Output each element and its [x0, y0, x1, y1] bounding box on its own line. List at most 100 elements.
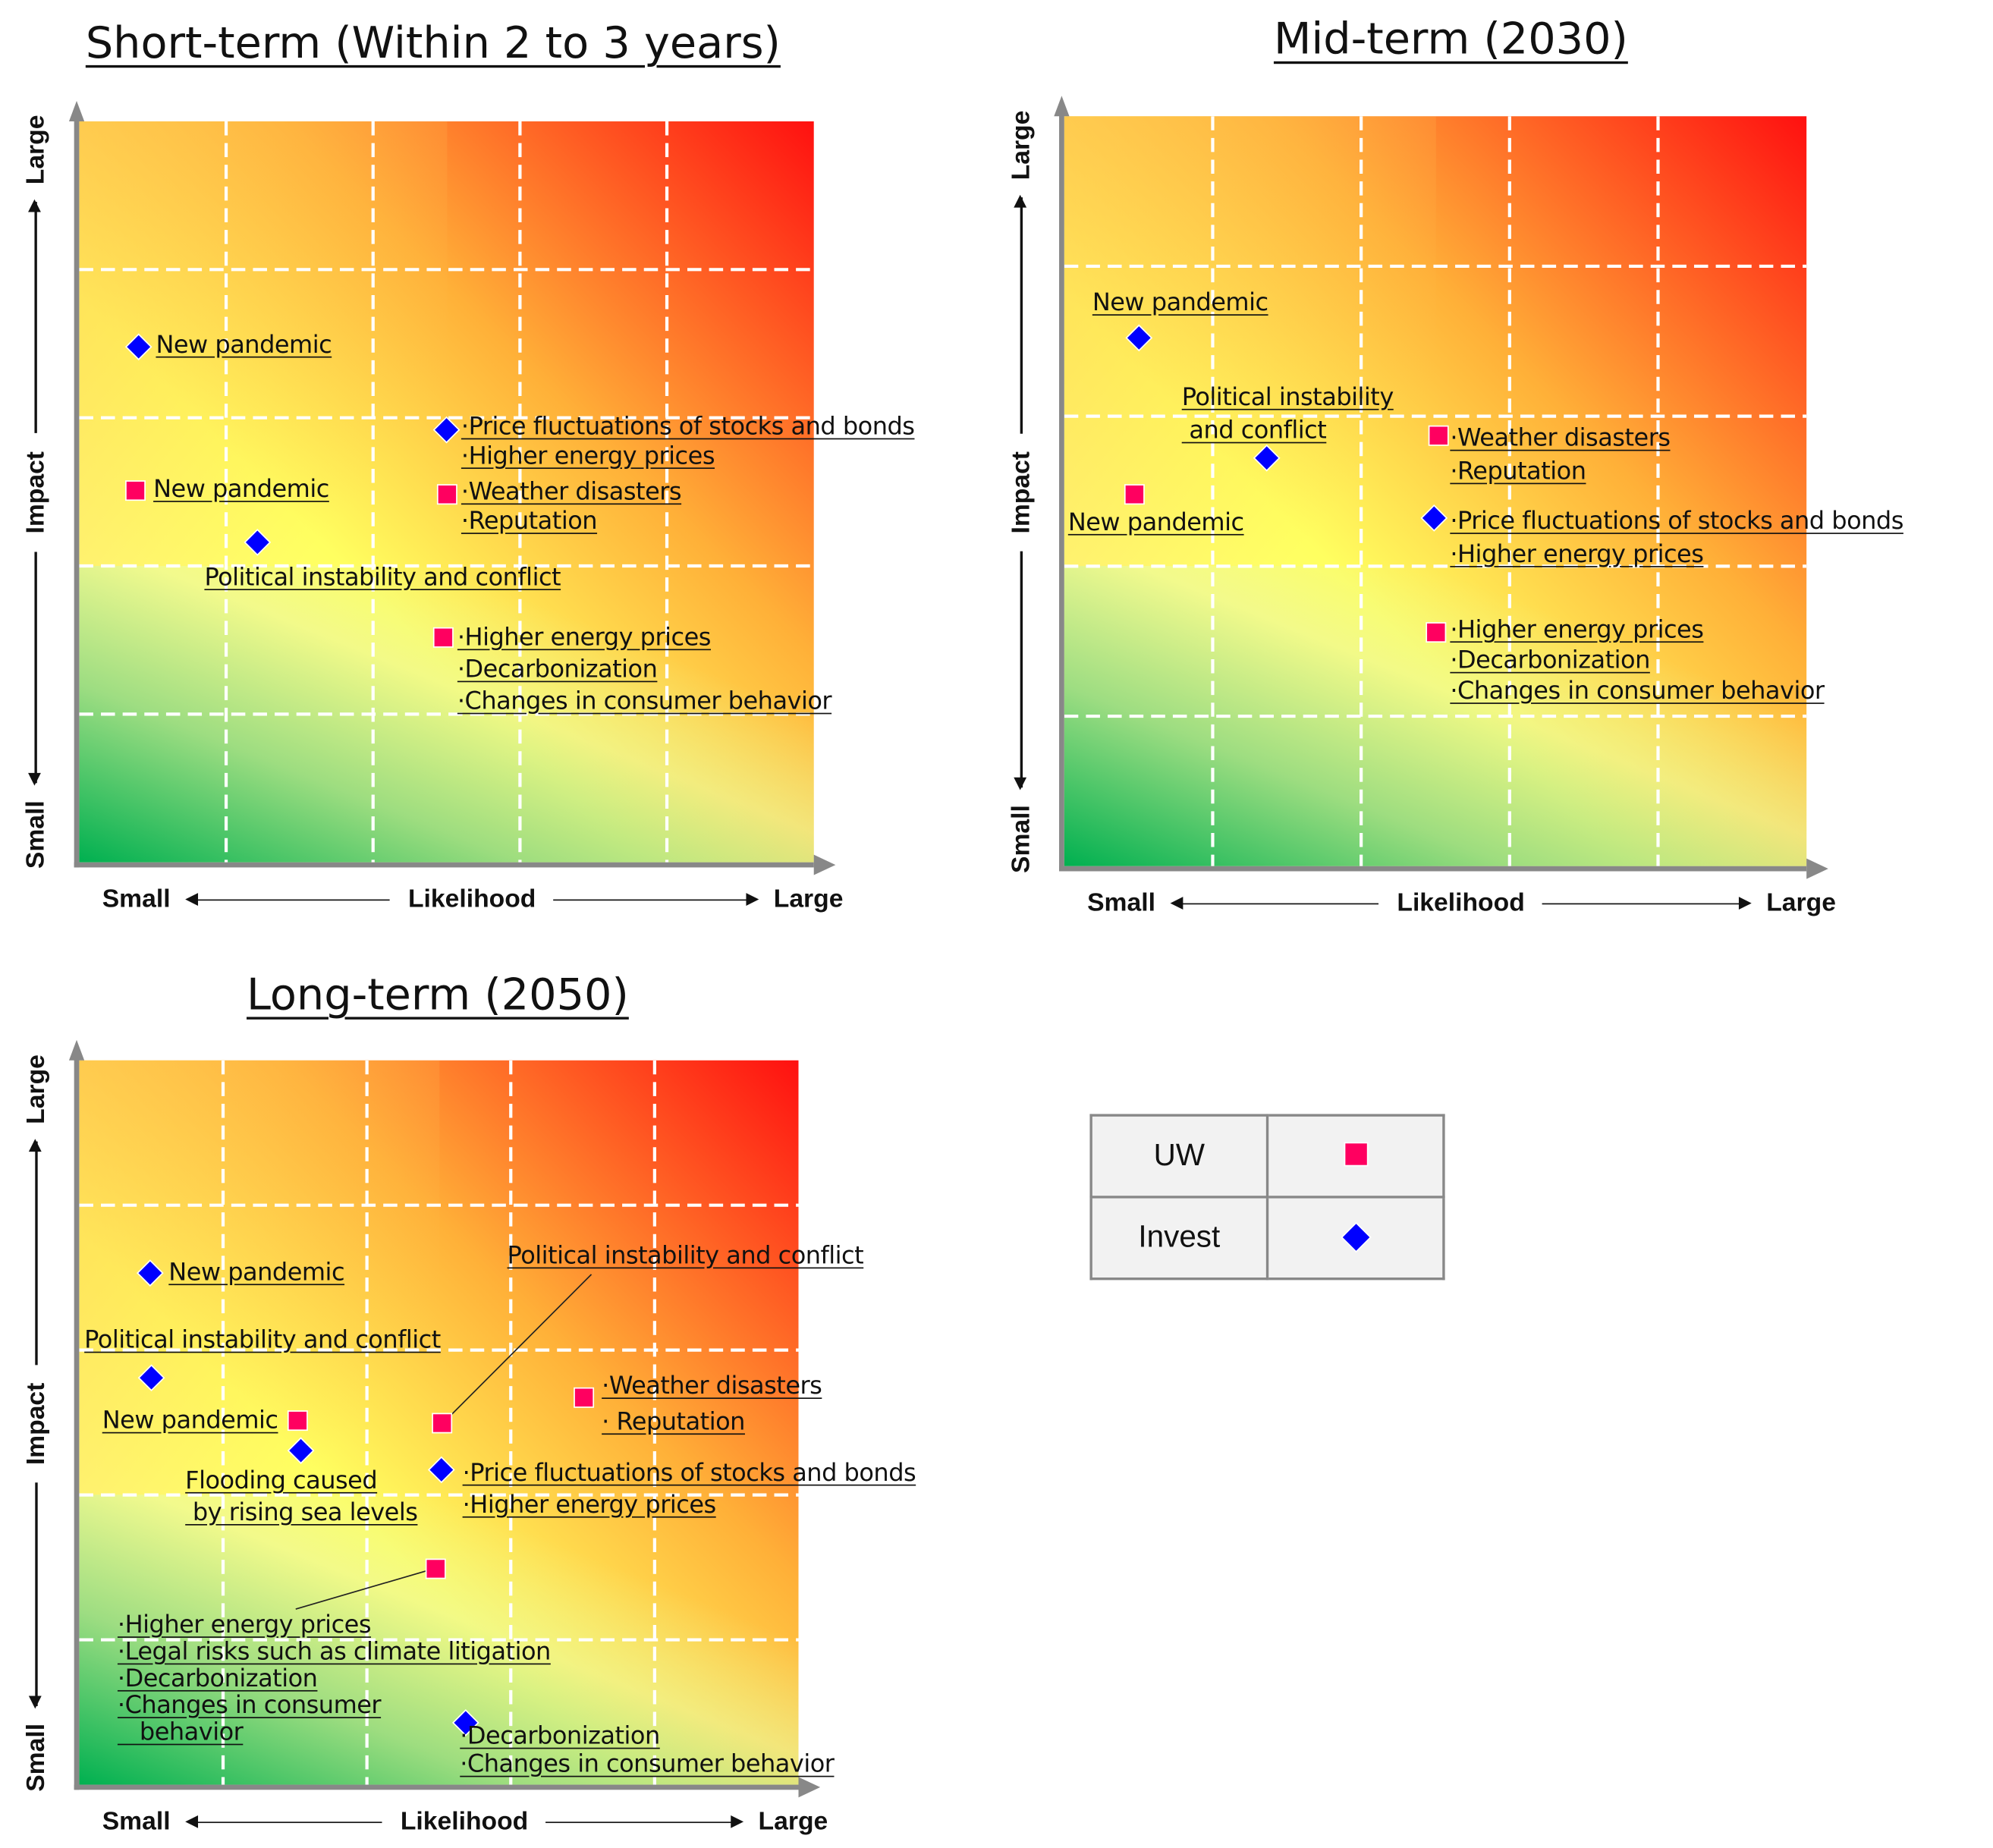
label-line: New pandemic: [153, 475, 329, 504]
label-line: ·Reputation: [1450, 457, 1586, 486]
uw-square-marker: [431, 1412, 452, 1433]
arrow-left-icon: [185, 894, 391, 904]
point-label: New pandemic: [1092, 289, 1268, 319]
axis-title: Likelihood: [407, 885, 536, 914]
arrow-right-icon: [553, 894, 759, 904]
label-line: New pandemic: [168, 1258, 345, 1287]
uw-square-marker: [1124, 483, 1145, 504]
point-label: Flooding caused by rising sea levels: [185, 1466, 418, 1529]
label-line: ·Decarbonization: [460, 1722, 660, 1751]
label-line: Political instability and conflict: [84, 1325, 441, 1355]
point-label: Political instability and conflict: [508, 1242, 864, 1271]
uw-square-marker: [124, 479, 146, 501]
axis-title: Impact: [20, 1381, 49, 1465]
arrow-right-icon: [1542, 897, 1752, 908]
heat-overlay: [79, 1060, 439, 1495]
point-label: ·Higher energy prices ·Legal risks such a…: [117, 1611, 551, 1747]
label-line: Political instability: [1181, 383, 1394, 412]
label-line: behavior: [117, 1718, 244, 1747]
axis-high-label: Large: [1006, 109, 1035, 180]
axis-low-label: Small: [20, 1723, 49, 1791]
label-line: ·Higher energy prices: [457, 623, 712, 652]
point-label: Political instability and conflict: [204, 564, 561, 593]
point-label: ·Price fluctuations of stocks and bonds ·…: [461, 413, 915, 471]
axis-high-label: Large: [773, 885, 844, 914]
arrow-right-icon: [34, 1141, 37, 1365]
uw-square-marker: [1425, 621, 1446, 643]
label-line: Political instability and conflict: [204, 563, 561, 592]
point-label: New pandemic: [1068, 508, 1244, 538]
arrow-right-icon: [1020, 197, 1022, 433]
x-axis-line: [74, 1784, 799, 1790]
point-label: ·Price fluctuations of stocks and bonds ·…: [463, 1457, 916, 1521]
axis-title: Likelihood: [400, 1807, 529, 1836]
label-line: New pandemic: [1067, 508, 1244, 537]
axis-high-label: Large: [20, 115, 49, 185]
label-line: ·Price fluctuations of stocks and bonds: [1450, 507, 1903, 536]
label-line: ·Changes in consumer behavior: [1450, 677, 1825, 706]
point-label: ·Weather disasters ·Reputation: [1450, 422, 1671, 489]
label-line: ·Higher energy prices: [461, 442, 715, 470]
x-axis-line: [74, 862, 814, 868]
point-label: ·Weather disasters ·Reputation: [461, 477, 682, 536]
label-line: ·Decarbonization: [1450, 646, 1650, 675]
label-line: ·Legal risks such as climate litigation: [117, 1637, 551, 1666]
plot-area: [79, 121, 814, 863]
legend: UW Invest: [1089, 1114, 1445, 1281]
axis-low-label: Small: [102, 885, 171, 914]
label-line: New pandemic: [156, 331, 332, 360]
label-line: ·Higher energy prices: [1450, 540, 1704, 569]
label-line: Political instability and conflict: [507, 1241, 864, 1270]
arrow-left-icon: [1020, 551, 1022, 787]
label-line: ·Higher energy prices: [462, 1491, 717, 1520]
label-line: ·Higher energy prices: [117, 1611, 372, 1639]
y-axis-labels: Small Impact Large: [1005, 110, 1036, 872]
chart-title: Short-term (Within 2 to 3 years): [85, 17, 781, 69]
axis-low-label: Small: [102, 1807, 171, 1836]
label-line: ·Price fluctuations of stocks and bonds: [462, 1459, 916, 1488]
point-label: Political instability and conflict: [84, 1326, 441, 1356]
uw-square-icon: [1343, 1142, 1368, 1167]
axis-low-label: Small: [20, 800, 49, 869]
label-line: ·Higher energy prices: [1450, 615, 1704, 644]
x-axis-labels: Small Likelihood Large: [102, 885, 844, 915]
chart-title: Mid-term (2030): [1273, 14, 1628, 65]
arrow-right-icon: [545, 1816, 743, 1827]
label-line: Flooding caused: [185, 1466, 378, 1495]
uw-square-marker: [436, 484, 457, 505]
point-label: New pandemic: [168, 1259, 344, 1288]
x-axis-labels: Small Likelihood Large: [1087, 889, 1836, 919]
legend-row-invest: Invest: [1089, 1196, 1445, 1281]
axis-title: Impact: [1006, 451, 1035, 533]
y-axis-line: [1059, 113, 1064, 872]
invest-diamond-icon: [1340, 1221, 1371, 1253]
x-axis-line: [1059, 866, 1807, 872]
label-line: and conflict: [1181, 416, 1327, 445]
label-line: ·Weather disasters: [461, 477, 682, 506]
point-label: ·Weather disasters · Reputation: [602, 1369, 822, 1440]
point-label: ·Higher energy prices ·Decarbonization ·Ch…: [457, 622, 832, 718]
label-line: ·Price fluctuations of stocks and bonds: [461, 412, 915, 441]
legend-row-uw: UW: [1089, 1114, 1445, 1199]
uw-square-marker: [288, 1410, 309, 1432]
label-line: New pandemic: [102, 1406, 278, 1435]
point-label: New pandemic: [156, 331, 332, 360]
y-axis-line: [74, 118, 80, 868]
label-line: ·Changes in consumer behavior: [460, 1750, 835, 1779]
point-label: Political instability and conflict: [1182, 381, 1394, 448]
axis-low-label: Small: [1087, 889, 1155, 918]
arrow-left-icon: [185, 1816, 383, 1827]
axis-high-label: Large: [1766, 889, 1836, 918]
y-axis-line: [74, 1058, 80, 1790]
label-line: ·Changes in consumer: [117, 1691, 382, 1720]
label-line: by rising sea levels: [185, 1498, 418, 1527]
arrow-left-icon: [1171, 897, 1379, 908]
grid: [1064, 116, 1807, 866]
x-axis-arrowhead-icon: [1806, 858, 1828, 879]
arrow-left-icon: [34, 552, 37, 783]
point-label: ·Higher energy prices ·Decarbonization ·Ch…: [1450, 614, 1825, 706]
uw-square-marker: [1428, 425, 1449, 446]
x-axis-labels: Small Likelihood Large: [102, 1808, 828, 1837]
label-line: ·Decarbonization: [117, 1664, 318, 1693]
